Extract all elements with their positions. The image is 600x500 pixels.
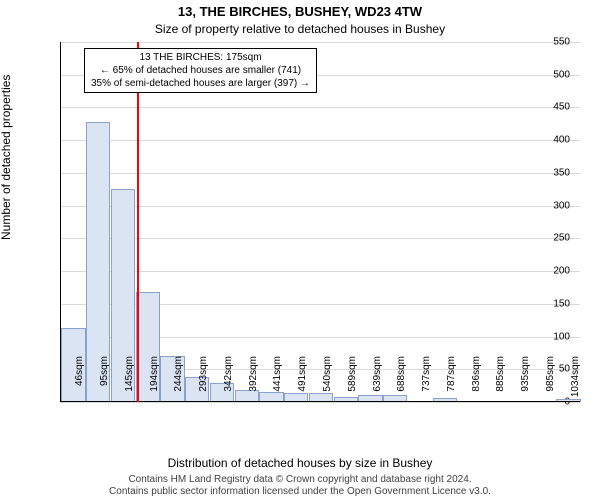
x-tick-label: 194sqm [149, 356, 160, 406]
x-tick-label: 737sqm [421, 356, 432, 406]
y-tick-label: 550 [553, 37, 570, 48]
y-tick-label: 100 [553, 331, 570, 342]
y-tick-label: 300 [553, 200, 570, 211]
footer-line-1: Contains HM Land Registry data © Crown c… [0, 474, 600, 486]
x-tick-label: 639sqm [372, 356, 383, 406]
annotation-line-2: ← 65% of detached houses are smaller (74… [91, 64, 310, 77]
y-tick-label: 50 [559, 364, 570, 375]
x-tick-label: 491sqm [297, 356, 308, 406]
y-tick-label: 450 [553, 102, 570, 113]
x-tick-label: 885sqm [495, 356, 506, 406]
x-axis-label: Distribution of detached houses by size … [0, 456, 600, 470]
x-tick-label: 589sqm [347, 356, 358, 406]
footer-line-2: Contains public sector information licen… [0, 486, 600, 498]
y-axis-line [60, 42, 61, 402]
annotation-line-1: 13 THE BIRCHES: 175sqm [91, 51, 310, 64]
x-tick-label: 441sqm [272, 356, 283, 406]
chart-title-main: 13, THE BIRCHES, BUSHEY, WD23 4TW [0, 4, 600, 19]
chart-container: 13, THE BIRCHES, BUSHEY, WD23 4TW Size o… [0, 0, 600, 500]
x-tick-label: 935sqm [520, 356, 531, 406]
x-tick-label: 985sqm [545, 356, 556, 406]
chart-title-sub: Size of property relative to detached ho… [0, 22, 600, 36]
x-tick-label: 46sqm [74, 356, 85, 406]
x-tick-label: 787sqm [446, 356, 457, 406]
annotation-box: 13 THE BIRCHES: 175sqm← 65% of detached … [84, 48, 317, 93]
property-marker-line [137, 42, 139, 402]
y-tick-label: 500 [553, 69, 570, 80]
x-tick-label: 688sqm [396, 356, 407, 406]
y-axis-label: Number of detached properties [0, 75, 13, 240]
y-tick-label: 250 [553, 233, 570, 244]
y-tick-label: 400 [553, 135, 570, 146]
x-tick-label: 244sqm [173, 356, 184, 406]
chart-footer: Contains HM Land Registry data © Crown c… [0, 474, 600, 498]
y-tick-label: 350 [553, 167, 570, 178]
x-tick-label: 836sqm [471, 356, 482, 406]
x-tick-label: 95sqm [99, 356, 110, 406]
x-tick-label: 145sqm [124, 356, 135, 406]
x-tick-label: 1034sqm [570, 356, 581, 406]
annotation-line-3: 35% of semi-detached houses are larger (… [91, 77, 310, 90]
x-tick-label: 293sqm [198, 356, 209, 406]
x-tick-label: 342sqm [223, 356, 234, 406]
plot-area: 05010015020025030035040045050055046sqm95… [60, 42, 580, 402]
x-tick-label: 392sqm [248, 356, 259, 406]
y-tick-label: 200 [553, 266, 570, 277]
y-tick-label: 150 [553, 298, 570, 309]
x-tick-label: 540sqm [322, 356, 333, 406]
